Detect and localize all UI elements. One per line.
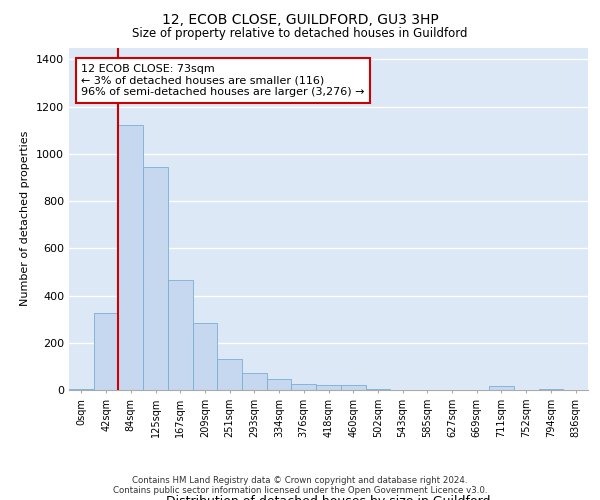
Bar bbox=[143, 167, 168, 390]
Text: 12, ECOB CLOSE, GUILDFORD, GU3 3HP: 12, ECOB CLOSE, GUILDFORD, GU3 3HP bbox=[161, 12, 439, 26]
Bar bbox=[118, 126, 143, 390]
Bar bbox=[217, 360, 242, 390]
Bar bbox=[341, 386, 365, 390]
Bar bbox=[242, 374, 267, 390]
Text: Contains public sector information licensed under the Open Government Licence v3: Contains public sector information licen… bbox=[113, 486, 487, 495]
X-axis label: Distribution of detached houses by size in Guildford: Distribution of detached houses by size … bbox=[166, 496, 491, 500]
Text: Contains HM Land Registry data © Crown copyright and database right 2024.: Contains HM Land Registry data © Crown c… bbox=[132, 476, 468, 485]
Bar bbox=[94, 313, 118, 390]
Bar bbox=[292, 384, 316, 390]
Y-axis label: Number of detached properties: Number of detached properties bbox=[20, 131, 31, 306]
Text: Size of property relative to detached houses in Guildford: Size of property relative to detached ho… bbox=[132, 28, 468, 40]
Bar bbox=[316, 386, 341, 390]
Bar bbox=[539, 389, 563, 390]
Bar bbox=[168, 280, 193, 390]
Text: 12 ECOB CLOSE: 73sqm
← 3% of detached houses are smaller (116)
96% of semi-detac: 12 ECOB CLOSE: 73sqm ← 3% of detached ho… bbox=[82, 64, 365, 97]
Bar bbox=[69, 389, 94, 390]
Bar bbox=[365, 389, 390, 390]
Bar bbox=[193, 322, 217, 390]
Bar bbox=[489, 386, 514, 390]
Bar bbox=[267, 380, 292, 390]
